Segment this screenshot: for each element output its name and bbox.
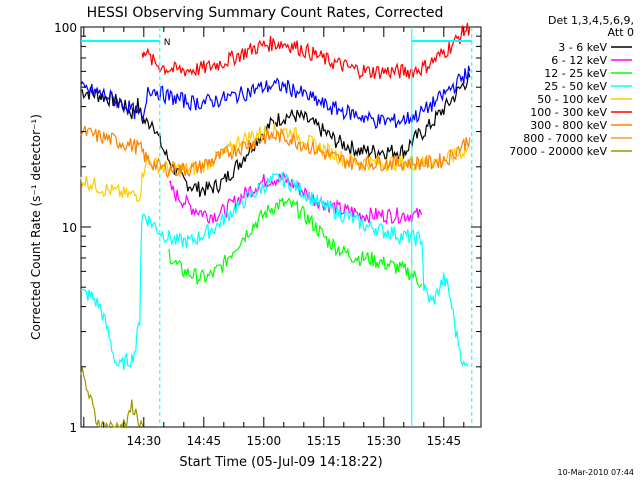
y-tick-label-1: 10 — [62, 221, 77, 235]
chart-title: HESSI Observing Summary Count Rates, Cor… — [87, 5, 444, 21]
x-axis-label: Start Time (05-Jul-09 14:18:22) — [179, 455, 382, 470]
series-line-9 — [80, 65, 471, 130]
legend-label-4: 50 - 100 keV — [537, 93, 607, 106]
series-line-8 — [80, 367, 145, 430]
series-layer — [80, 22, 471, 430]
legend-label-1: 6 - 12 keV — [551, 54, 607, 67]
footer-timestamp: 10-Mar-2010 07:44 — [558, 468, 635, 477]
y-axis-ticks: 1 10 100 — [54, 21, 481, 435]
y-tick-label-0: 1 — [69, 421, 77, 435]
x-axis-ticks: 14:30 14:45 15:00 15:15 15:30 15:45 — [83, 27, 465, 448]
series-line-2 — [168, 196, 423, 288]
legend-label-5: 100 - 300 keV — [530, 106, 607, 119]
series-line-5 — [141, 22, 471, 80]
x-tick-label-0: 14:30 — [127, 434, 162, 448]
x-tick-label-5: 15:45 — [427, 434, 462, 448]
x-tick-label-2: 15:00 — [247, 434, 282, 448]
x-tick-label-3: 15:15 — [307, 434, 342, 448]
series-line-4 — [80, 122, 470, 203]
legend-label-2: 12 - 25 keV — [544, 67, 607, 80]
legend-label-8: 7000 - 20000 keV — [509, 145, 607, 158]
legend-header-1: Att 0 — [608, 26, 634, 39]
legend-label-7: 800 - 7000 keV — [523, 132, 607, 145]
series-line-6 — [80, 125, 471, 179]
y-axis-label: Corrected Count Rate (s⁻¹ detector⁻¹) — [29, 114, 43, 340]
series-line-3 — [80, 171, 469, 371]
legend-label-6: 300 - 800 keV — [530, 119, 607, 132]
annotation-0: N — [164, 38, 171, 48]
legend-header-0: Det 1,3,4,5,6,9, — [548, 14, 634, 27]
x-tick-label-1: 14:45 — [187, 434, 222, 448]
legend-label-0: 3 - 6 keV — [558, 41, 607, 54]
legend-label-3: 25 - 50 keV — [544, 80, 607, 93]
x-tick-label-4: 15:30 — [367, 434, 402, 448]
series-line-0 — [80, 72, 471, 198]
y-tick-label-2: 100 — [54, 21, 77, 35]
